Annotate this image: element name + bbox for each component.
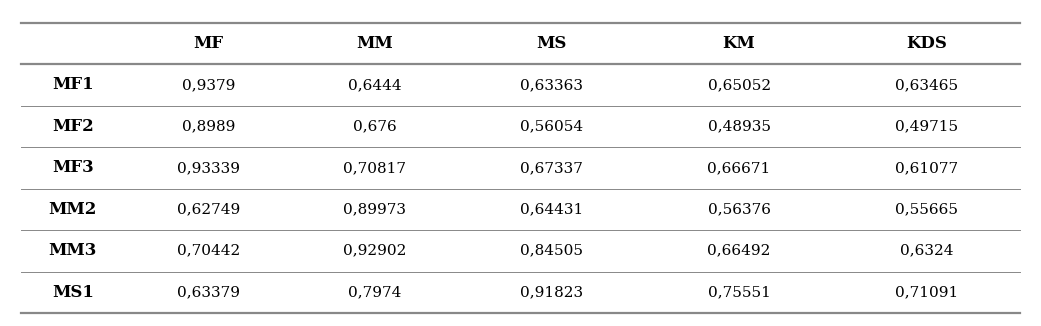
Text: 0,7974: 0,7974 [348, 285, 402, 299]
Text: 0,91823: 0,91823 [520, 285, 583, 299]
Text: MF3: MF3 [52, 159, 94, 176]
Text: 0,71091: 0,71091 [895, 285, 958, 299]
Text: 0,55665: 0,55665 [895, 202, 958, 216]
Text: 0,63465: 0,63465 [895, 78, 958, 92]
Text: KM: KM [722, 35, 756, 52]
Text: 0,62749: 0,62749 [177, 202, 239, 216]
Text: 0,89973: 0,89973 [344, 202, 406, 216]
Text: 0,61077: 0,61077 [895, 161, 958, 175]
Text: 0,65052: 0,65052 [708, 78, 770, 92]
Text: 0,93339: 0,93339 [177, 161, 239, 175]
Text: 0,48935: 0,48935 [708, 119, 770, 133]
Text: 0,9379: 0,9379 [181, 78, 235, 92]
Text: 0,66492: 0,66492 [708, 244, 770, 258]
Text: MS1: MS1 [52, 284, 94, 301]
Text: 0,92902: 0,92902 [344, 244, 406, 258]
Text: MM: MM [356, 35, 393, 52]
Text: 0,49715: 0,49715 [895, 119, 958, 133]
Text: 0,64431: 0,64431 [520, 202, 583, 216]
Text: 0,63379: 0,63379 [177, 285, 239, 299]
Text: 0,56054: 0,56054 [520, 119, 583, 133]
Text: 0,63363: 0,63363 [520, 78, 583, 92]
Text: MM3: MM3 [49, 242, 97, 259]
Text: 0,66671: 0,66671 [708, 161, 770, 175]
Text: MF: MF [194, 35, 223, 52]
Text: MF1: MF1 [52, 77, 94, 94]
Text: 0,70817: 0,70817 [344, 161, 406, 175]
Text: MS: MS [536, 35, 567, 52]
Text: 0,676: 0,676 [353, 119, 397, 133]
Text: MM2: MM2 [49, 201, 97, 218]
Text: 0,56376: 0,56376 [708, 202, 770, 216]
Text: 0,6324: 0,6324 [899, 244, 954, 258]
Text: 0,67337: 0,67337 [520, 161, 583, 175]
Text: 0,6444: 0,6444 [348, 78, 402, 92]
Text: KDS: KDS [906, 35, 947, 52]
Text: 0,70442: 0,70442 [177, 244, 239, 258]
Text: 0,8989: 0,8989 [181, 119, 235, 133]
Text: 0,84505: 0,84505 [520, 244, 583, 258]
Text: 0,75551: 0,75551 [708, 285, 770, 299]
Text: MF2: MF2 [52, 118, 94, 135]
